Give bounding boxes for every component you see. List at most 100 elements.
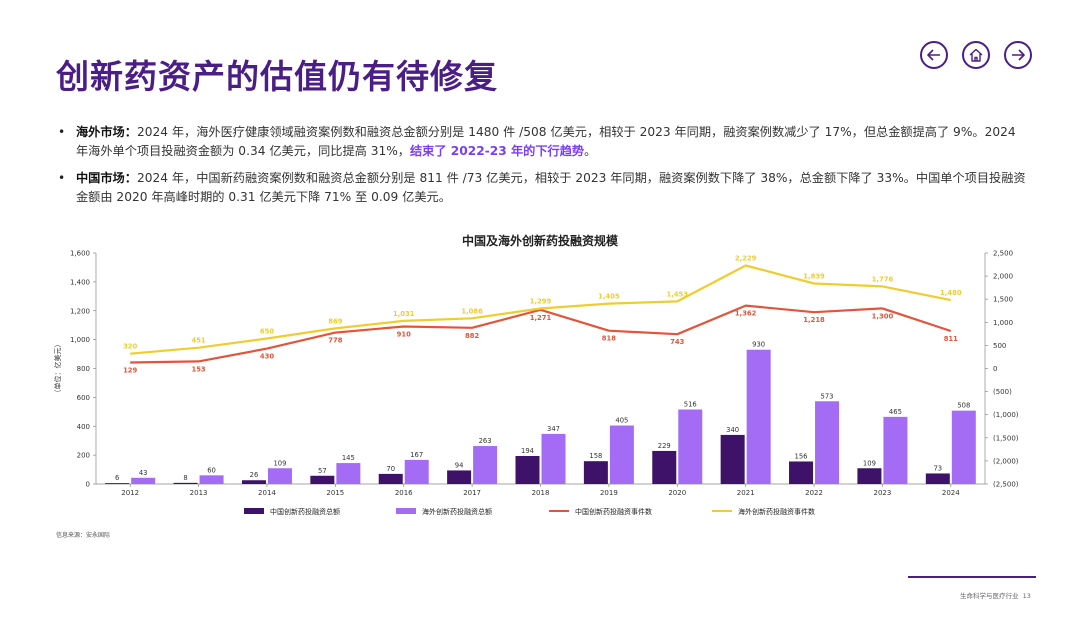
point-label-china-events: 811 — [944, 335, 958, 343]
bar-label-overseas: 930 — [752, 341, 765, 349]
y-tick-label-right: 1,000 — [993, 319, 1013, 327]
y-tick-label-left: 1,200 — [70, 307, 90, 315]
point-label-overseas-events: 1,839 — [803, 273, 825, 281]
bar-overseas — [473, 446, 498, 484]
y-tick-label-right: (1,500) — [993, 434, 1019, 442]
bar-china — [105, 483, 130, 484]
bar-label-overseas: 109 — [273, 459, 286, 467]
point-label-china-events: 153 — [191, 365, 205, 373]
bullet-label: 海外市场： — [76, 125, 137, 139]
bar-label-overseas: 573 — [821, 392, 834, 400]
x-tick-label: 2013 — [190, 489, 208, 497]
point-label-china-events: 1,300 — [872, 312, 894, 320]
y-tick-label-left: 200 — [77, 452, 90, 460]
bar-overseas — [199, 475, 224, 484]
point-label-overseas-events: 1,299 — [530, 297, 552, 305]
bar-overseas — [336, 463, 361, 484]
bar-label-overseas: 465 — [889, 408, 902, 416]
bar-china — [378, 473, 403, 484]
bar-label-china: 70 — [386, 465, 395, 473]
home-icon — [969, 48, 983, 62]
bar-label-overseas: 508 — [957, 402, 970, 410]
x-tick-label: 2017 — [463, 489, 481, 497]
y-tick-label-left: 1,400 — [70, 278, 90, 286]
bar-label-overseas: 60 — [207, 466, 216, 474]
home-button[interactable] — [962, 41, 990, 69]
bar-china — [583, 461, 608, 484]
point-label-overseas-events: 2,229 — [735, 255, 757, 263]
bar-label-overseas: 516 — [684, 401, 697, 409]
point-label-overseas-events: 869 — [328, 317, 342, 325]
point-label-overseas-events: 1,405 — [598, 293, 620, 301]
footer: 生命科学与医疗行业 13 — [960, 590, 1031, 600]
y-axis-label: （单位：亿美元） — [53, 341, 62, 397]
point-label-china-events: 1,271 — [530, 314, 552, 322]
bar-label-overseas: 347 — [547, 425, 560, 433]
point-label-overseas-events: 650 — [260, 327, 274, 335]
bar-label-overseas: 405 — [615, 417, 628, 425]
bar-overseas — [131, 477, 156, 484]
bar-label-china: 57 — [318, 467, 327, 475]
bar-overseas — [404, 459, 429, 484]
bar-overseas — [609, 425, 634, 484]
x-tick-label: 2019 — [600, 489, 618, 497]
bar-label-overseas: 167 — [410, 451, 423, 459]
bar-china — [857, 468, 882, 484]
bar-overseas — [541, 433, 566, 484]
bar-label-china: 6 — [115, 474, 119, 482]
bar-label-china: 94 — [455, 461, 464, 469]
footer-divider — [908, 576, 1036, 578]
x-tick-label: 2023 — [874, 489, 892, 497]
x-tick-label: 2024 — [942, 489, 960, 497]
bullet-text: 2024 年，海外医疗健康领域融资案例数和融资总金额分别是 1480 件 /50… — [76, 125, 1016, 158]
point-label-china-events: 1,362 — [735, 310, 757, 318]
y-tick-label-left: 800 — [77, 365, 90, 373]
page-number: 13 — [1022, 592, 1031, 600]
bar-label-china: 229 — [658, 442, 671, 450]
point-label-overseas-events: 320 — [123, 343, 137, 351]
bar-overseas — [951, 410, 976, 484]
legend-label: 中国创新药投融资事件数 — [575, 507, 652, 516]
y-tick-label-right: 2,500 — [993, 250, 1013, 258]
bullet-china: 中国市场：2024 年，中国新药融资案例数和融资总金额分别是 811 件 /73… — [58, 169, 1030, 207]
x-tick-label: 2014 — [258, 489, 276, 497]
bar-overseas — [678, 409, 703, 484]
point-label-overseas-events: 451 — [191, 337, 205, 345]
source-note: 信息来源：安永国际 — [56, 532, 111, 539]
point-label-overseas-events: 1,031 — [393, 310, 415, 318]
x-tick-label: 2018 — [532, 489, 550, 497]
bar-china — [310, 475, 335, 484]
back-button[interactable] — [920, 41, 948, 69]
point-label-china-events: 882 — [465, 332, 479, 340]
arrow-right-icon — [1012, 49, 1025, 61]
bar-label-china: 340 — [726, 426, 739, 434]
bullet-overseas: 海外市场：2024 年，海外医疗健康领域融资案例数和融资总金额分别是 1480 … — [58, 123, 1030, 161]
line-china-events — [130, 304, 952, 364]
x-tick-label: 2015 — [326, 489, 344, 497]
forward-button[interactable] — [1004, 41, 1032, 69]
bar-label-china: 8 — [183, 474, 187, 482]
point-label-china-events: 129 — [123, 367, 137, 375]
point-label-china-events: 1,218 — [803, 316, 825, 324]
x-tick-label: 2020 — [668, 489, 686, 497]
y-tick-label-right: (2,500) — [993, 481, 1019, 489]
point-label-china-events: 743 — [670, 338, 684, 346]
legend-label: 海外创新药投融资总额 — [422, 507, 492, 516]
bar-label-china: 158 — [589, 452, 602, 460]
point-label-china-events: 818 — [602, 335, 616, 343]
point-label-overseas-events: 1,453 — [667, 290, 689, 298]
bar-overseas — [267, 468, 292, 484]
bullet-label: 中国市场： — [76, 171, 137, 185]
point-label-china-events: 910 — [397, 330, 411, 338]
x-tick-label: 2016 — [395, 489, 413, 497]
y-tick-label-right: 2,000 — [993, 273, 1013, 281]
bar-overseas — [883, 416, 908, 484]
x-tick-label: 2022 — [805, 489, 823, 497]
point-label-overseas-events: 1,776 — [872, 275, 894, 283]
bar-china — [447, 470, 472, 484]
bar-overseas — [746, 349, 771, 484]
legend-label: 中国创新药投融资总额 — [270, 507, 340, 516]
y-tick-label-left: 400 — [77, 423, 90, 431]
bar-china — [241, 480, 266, 484]
